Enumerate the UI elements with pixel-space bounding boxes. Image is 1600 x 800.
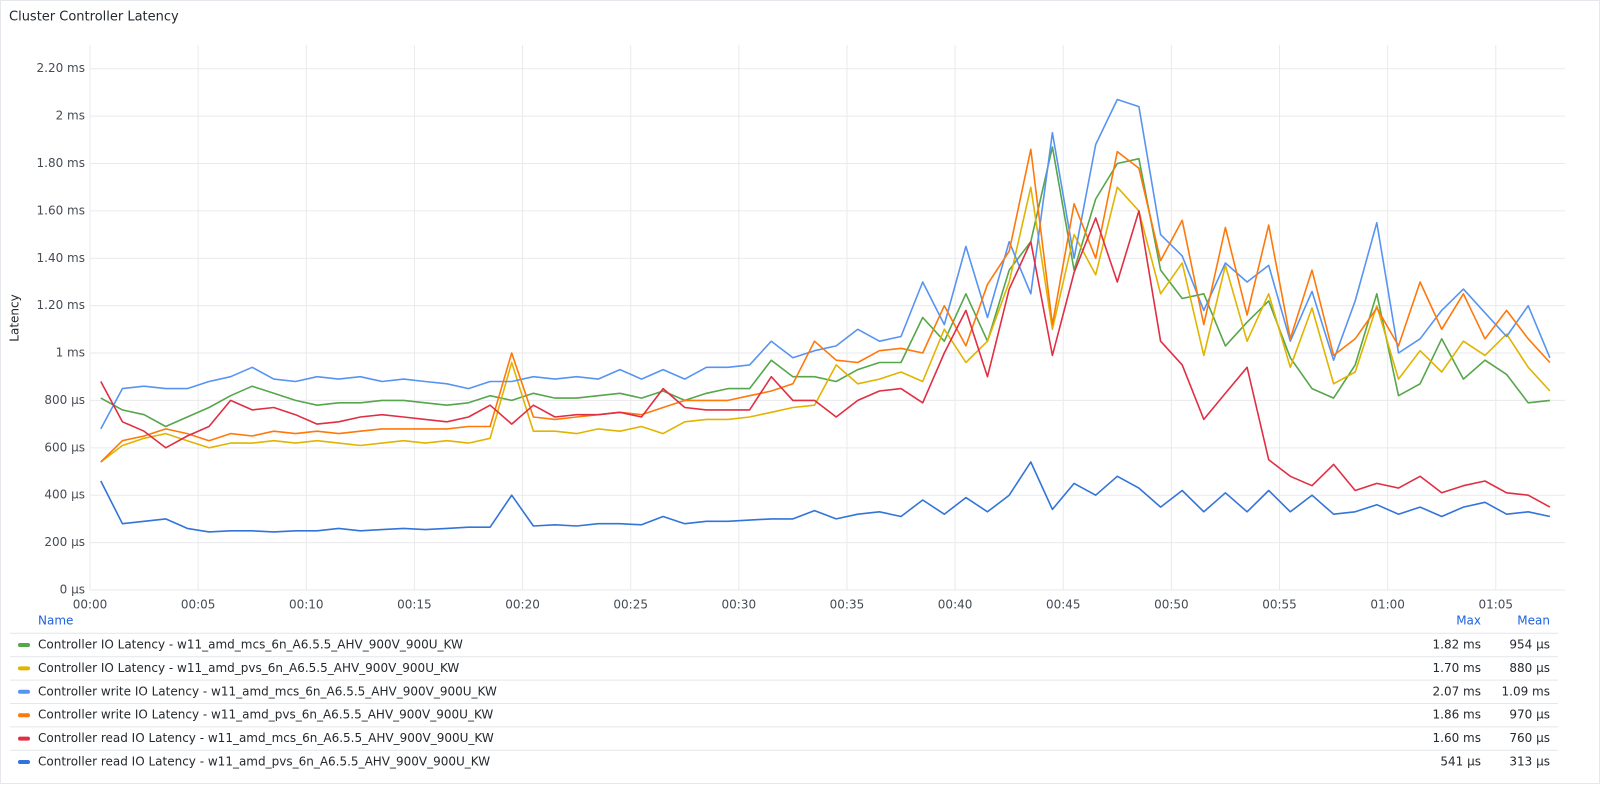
series-line — [100, 146, 1550, 428]
legend-max: 1.70 ms — [1433, 661, 1481, 675]
y-tick-label: 600 µs — [44, 440, 85, 454]
legend-name: Controller read IO Latency - w11_amd_mcs… — [38, 731, 494, 745]
x-tick-label: 00:00 — [73, 598, 108, 612]
legend-name: Controller write IO Latency - w11_amd_mc… — [38, 684, 497, 698]
series-line — [100, 461, 1551, 533]
legend-swatch — [18, 666, 30, 671]
legend-swatch — [18, 713, 30, 718]
legend-name: Controller IO Latency - w11_amd_mcs_6n_A… — [38, 638, 463, 652]
series-line — [100, 186, 1551, 463]
legend-swatch — [18, 689, 30, 694]
y-tick-label: 800 µs — [44, 393, 85, 407]
series-line — [100, 210, 1551, 508]
panel-title: Cluster Controller Latency — [9, 10, 179, 25]
legend-mean: 954 µs — [1509, 638, 1550, 652]
legend-mean: 970 µs — [1509, 708, 1550, 722]
y-tick-label: 1.20 ms — [37, 298, 85, 312]
legend-max: 1.82 ms — [1433, 638, 1481, 652]
x-tick-label: 00:20 — [505, 598, 540, 612]
y-tick-label: 1.60 ms — [37, 203, 85, 217]
series-line — [100, 98, 1551, 430]
y-tick-label: 1.40 ms — [37, 251, 85, 265]
legend-max: 2.07 ms — [1433, 684, 1481, 698]
legend-max: 1.86 ms — [1433, 708, 1481, 722]
legend-swatch — [18, 736, 30, 741]
x-tick-label: 00:25 — [613, 598, 648, 612]
y-tick-label: 200 µs — [44, 535, 85, 549]
x-tick-label: 01:00 — [1370, 598, 1405, 612]
x-tick-label: 00:50 — [1154, 598, 1189, 612]
legend-name: Controller IO Latency - w11_amd_pvs_6n_A… — [38, 661, 459, 675]
x-tick-label: 00:15 — [397, 598, 432, 612]
x-tick-label: 00:45 — [1046, 598, 1081, 612]
legend-name: Controller write IO Latency - w11_amd_pv… — [38, 708, 493, 722]
y-tick-label: 2 ms — [56, 109, 85, 123]
legend-mean: 313 µs — [1509, 755, 1550, 769]
x-tick-label: 00:10 — [289, 598, 324, 612]
series-line — [100, 148, 1551, 463]
x-tick-label: 00:35 — [830, 598, 865, 612]
y-tick-label: 400 µs — [44, 488, 85, 502]
legend-swatch — [18, 643, 30, 647]
legend-header: Mean — [1517, 614, 1550, 628]
legend-max: 1.60 ms — [1433, 731, 1481, 745]
y-tick-label: 2.20 ms — [37, 61, 85, 75]
legend-name: Controller read IO Latency - w11_amd_pvs… — [38, 755, 490, 769]
legend-header: Max — [1456, 614, 1481, 628]
y-tick-label: 0 µs — [60, 583, 85, 597]
y-tick-label: 1.80 ms — [37, 156, 85, 170]
y-axis-label: Latency — [8, 294, 22, 341]
legend-mean: 880 µs — [1509, 661, 1550, 675]
x-tick-label: 00:30 — [722, 598, 757, 612]
legend-swatch — [18, 760, 30, 764]
y-tick-label: 1 ms — [56, 346, 85, 360]
x-tick-label: 00:55 — [1262, 598, 1297, 612]
legend-mean: 760 µs — [1509, 731, 1550, 745]
legend-header: Name — [38, 614, 73, 628]
legend-max: 541 µs — [1440, 755, 1481, 769]
legend-mean: 1.09 ms — [1502, 684, 1550, 698]
x-tick-label: 01:05 — [1478, 598, 1513, 612]
x-tick-label: 00:40 — [938, 598, 973, 612]
x-tick-label: 00:05 — [181, 598, 216, 612]
